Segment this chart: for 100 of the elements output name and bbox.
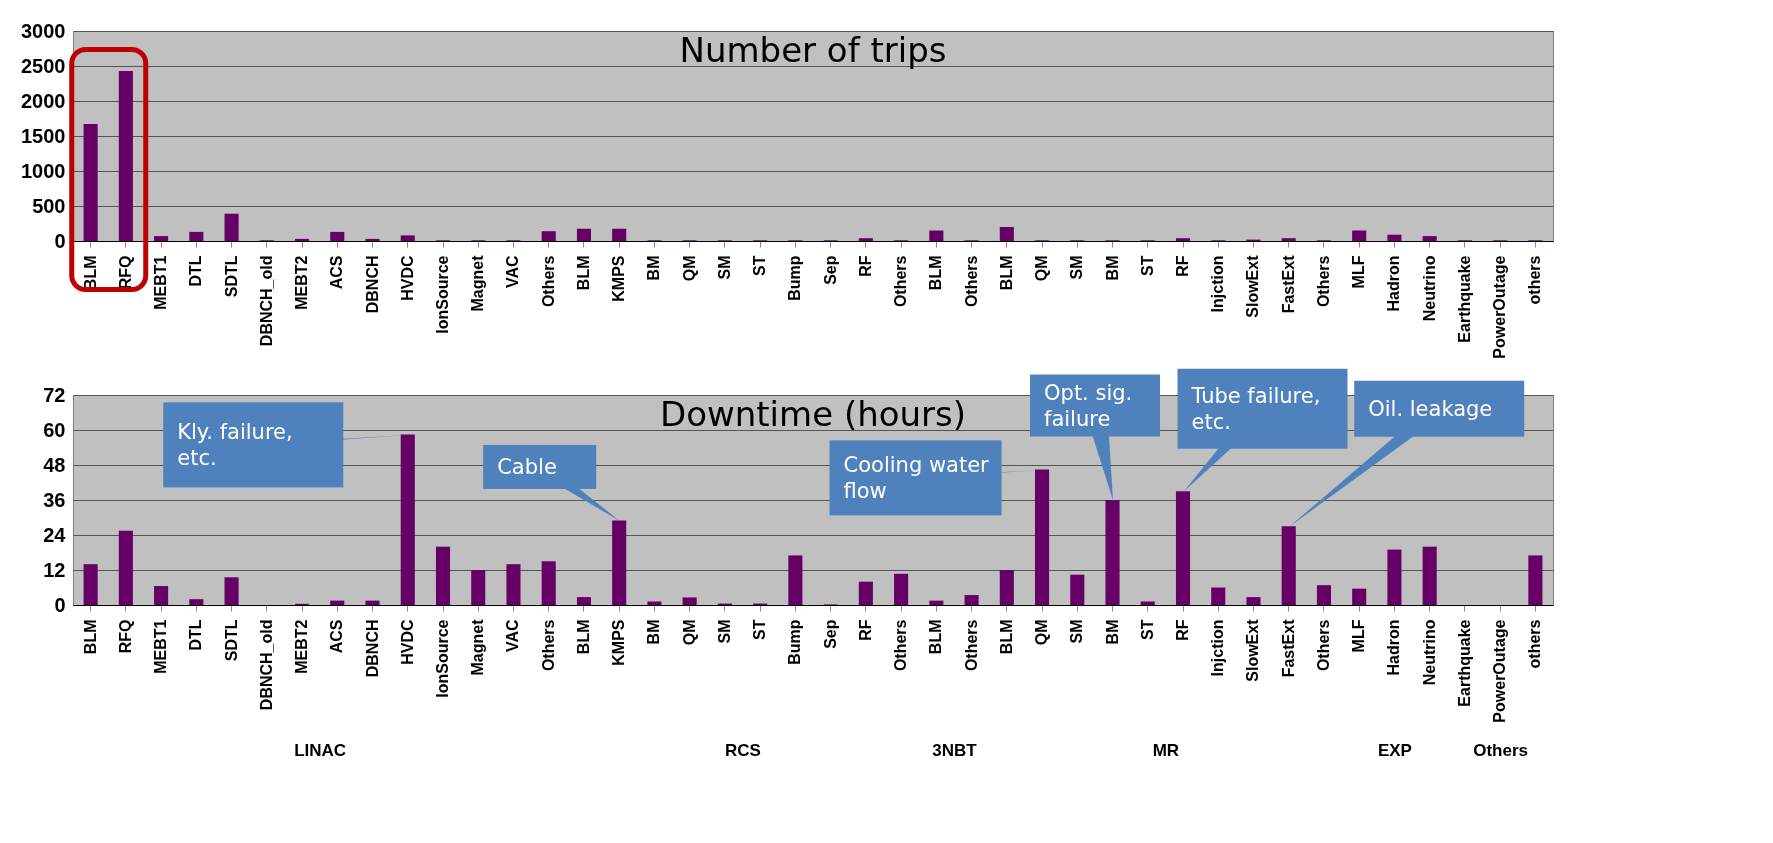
x-tick-label: Others [962,619,980,672]
y-tick-label: 1500 [21,124,66,147]
x-tick-label: Neutrino [1420,619,1438,686]
x-tick-label: SM [715,255,733,280]
x-tick-label: IonSource [434,619,451,698]
x-tick-label: Magnet [469,254,487,312]
x-tick-label: Sep [821,619,839,649]
x-tick-label: Others [539,619,557,672]
y-tick-label: 2500 [21,54,66,77]
x-tick-label: RF [1174,255,1191,277]
x-tick-label: BM [645,619,663,645]
y-tick-label: 60 [43,418,66,441]
x-tick-label: RF [1174,619,1191,641]
x-tick-label: VAC [504,255,522,289]
x-tick-label: BM [1103,255,1121,281]
text: 3NBT [932,740,978,760]
bar [1352,588,1367,605]
bar [1246,597,1261,605]
x-tick-label: BLM [574,255,592,291]
x-tick-label: BLM [81,619,99,655]
x-tick-label: KMPS [610,255,628,302]
x-tick-label: BM [1103,619,1121,645]
bar [894,573,909,605]
bar [964,595,979,605]
x-tick-label: DBNCH_old [257,255,275,347]
annotation: Oil. leakage [1368,396,1493,421]
x-tick-label: Injction [1209,255,1227,313]
bar [224,577,239,605]
bar [929,230,944,241]
bar [400,434,415,605]
text: Others [1473,740,1529,760]
x-tick-label: FastExt [1279,618,1297,678]
bar [1422,236,1437,241]
x-tick-label: MEBT1 [152,619,170,674]
y-tick-label: 2000 [21,89,66,112]
x-tick-label: MLF [1350,255,1368,289]
x-tick-label: ST [1138,255,1156,276]
bar [999,227,1014,241]
x-tick-label: VAC [504,619,522,653]
bar [295,238,310,241]
bar [224,213,239,241]
annotation: Tube failure, etc. [1190,383,1321,434]
bar [612,520,627,605]
bar [1316,585,1331,605]
x-tick-label: SM [715,619,733,644]
y-tick-label: 500 [32,194,66,217]
x-tick-label: ST [751,255,769,276]
y-tick-label: 72 [43,383,66,406]
x-tick-label: Hadron [1385,255,1403,312]
callout-box: Opt. sig. failure [1030,374,1160,501]
bar [576,228,591,241]
bar [154,586,169,605]
x-tick-label: HVDC [398,619,416,665]
bar [118,70,133,241]
y-tick-label: 1000 [21,159,66,182]
bar [435,546,451,605]
bar [1352,230,1367,241]
text: EXP [1377,740,1412,760]
bar [541,561,556,605]
bar [788,555,803,605]
y-tick-label: 36 [43,488,66,511]
x-tick-label: Sep [821,255,839,285]
y-tick-label: 48 [43,453,66,476]
x-tick-label: QM [1033,619,1051,646]
bar [154,236,169,241]
x-tick-label: Injction [1209,619,1227,677]
x-tick-label: DTL [187,255,205,287]
bar [1211,587,1226,605]
bar [1387,549,1402,605]
x-tick-label: BM [645,255,663,281]
x-tick-label: DBNCH [363,619,381,678]
x-tick-label: others [1526,619,1544,669]
bar [1175,491,1191,605]
annotation: Cooling water flow [843,452,990,503]
bar [1387,234,1402,241]
callout-box: Cable [483,444,620,521]
x-tick-label: IonSource [434,255,451,334]
x-tick-label: ACS [328,255,346,290]
bar [1035,469,1050,605]
x-tick-label: ST [751,619,769,640]
x-tick-label: Bump [786,255,804,301]
bar [1422,546,1437,605]
x-tick-label: RF [856,255,874,277]
bar [541,231,556,241]
x-tick-label: PowerOutage [1491,619,1509,723]
bar [1281,526,1296,605]
x-tick-label: Others [1314,255,1332,308]
x-tick-label: BLM [927,619,945,655]
x-tick-label: KMPS [610,619,628,666]
x-tick-label: others [1526,255,1544,305]
y-tick-label: 3000 [21,19,66,42]
bar [471,570,486,605]
x-tick-label: QM [680,619,698,646]
bar [118,530,133,605]
bar [83,564,98,605]
x-tick-label: SDTL [222,619,240,662]
x-tick-label: Hadron [1385,619,1403,676]
x-tick-label: Earthquake [1455,255,1473,343]
x-tick-label: HVDC [398,255,416,301]
x-tick-label: MEBT1 [152,255,170,310]
